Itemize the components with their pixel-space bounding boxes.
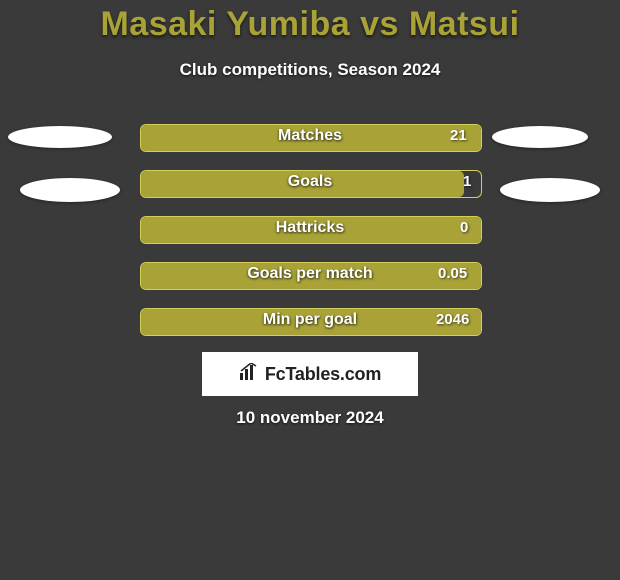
page-title: Masaki Yumiba vs Matsui [0, 5, 620, 44]
stat-row: Hattricks0 [0, 216, 620, 244]
date-text: 10 november 2024 [0, 408, 620, 428]
stat-row: Matches21 [0, 124, 620, 152]
logo-text: FcTables.com [265, 364, 381, 385]
bar-fill [141, 217, 481, 243]
subtitle: Club competitions, Season 2024 [0, 60, 620, 80]
bar-track [140, 216, 482, 244]
bar-chart-icon [239, 363, 261, 386]
stat-row: Min per goal2046 [0, 308, 620, 336]
bar-fill [141, 171, 464, 197]
stat-row: Goals per match0.05 [0, 262, 620, 290]
bar-fill [141, 125, 481, 151]
bar-track [140, 170, 482, 198]
bar-fill [141, 309, 481, 335]
bar-track [140, 308, 482, 336]
comparison-infographic: Masaki Yumiba vs Matsui Club competition… [0, 0, 620, 580]
bar-track [140, 262, 482, 290]
bar-fill [141, 263, 481, 289]
stat-row: Goals1 [0, 170, 620, 198]
bar-track [140, 124, 482, 152]
logo-box: FcTables.com [202, 352, 418, 396]
